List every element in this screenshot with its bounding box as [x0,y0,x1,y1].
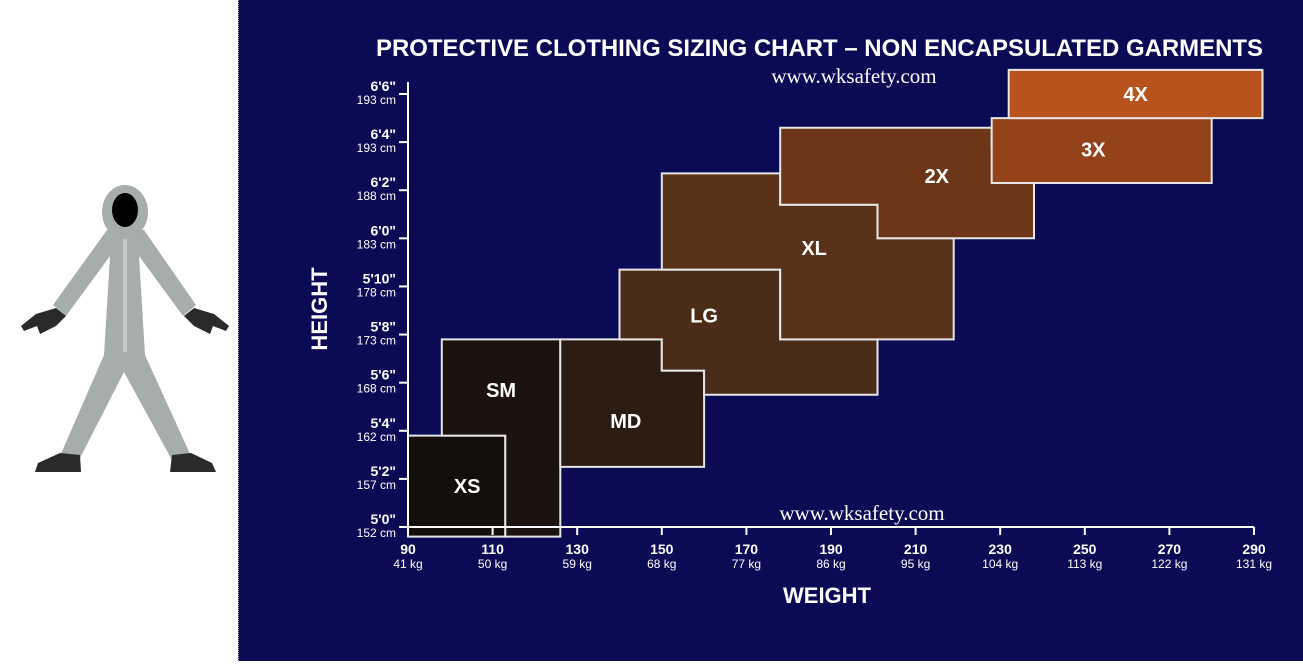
sizing-chart: PROTECTIVE CLOTHING SIZING CHART – NON E… [307,35,1272,608]
watermark-top: www.wksafety.com [771,64,936,88]
size-label-3x: 3X [1081,139,1106,161]
y-tick-sublabel: 183 cm [357,237,396,251]
right-boot [170,453,216,472]
watermark-bottom: www.wksafety.com [779,501,944,525]
x-tick-label: 110 [481,541,504,557]
x-tick-label: 210 [904,541,928,557]
y-tick-sublabel: 152 cm [357,526,396,540]
x-tick-label: 290 [1242,541,1266,557]
size-label-xl: XL [801,238,827,260]
size-region-4x [1007,68,1264,120]
y-tick-sublabel: 157 cm [357,478,396,492]
x-tick-sublabel: 59 kg [563,557,592,571]
left-glove [21,308,66,334]
chart-panel: PROTECTIVE CLOTHING SIZING CHART – NON E… [238,0,1303,661]
face-opening [112,193,138,227]
y-tick-label: 5'2" [370,463,396,479]
x-tick-label: 150 [650,541,674,557]
x-tick-label: 230 [989,541,1013,557]
x-tick-sublabel: 95 kg [901,557,930,571]
size-label-lg: LG [690,305,718,327]
size-regions: XS SM MD LG XL 2X 3X 4X [407,68,1264,538]
y-tick-label: 6'4" [370,126,396,142]
size-label-md: MD [610,411,641,433]
left-boot [35,453,81,472]
x-tick-sublabel: 68 kg [647,557,676,571]
y-tick-sublabel: 173 cm [357,334,396,348]
x-tick-sublabel: 77 kg [732,557,761,571]
y-tick-label: 6'2" [370,174,396,190]
y-tick-sublabel: 178 cm [357,285,396,299]
size-label-xs: XS [454,476,481,498]
x-tick-label: 90 [400,541,416,557]
x-tick-sublabel: 50 kg [478,557,507,571]
x-axis-label: WEIGHT [783,583,872,608]
x-tick-sublabel: 104 kg [982,557,1018,571]
y-tick-label: 6'6" [370,78,396,94]
y-tick-sublabel: 168 cm [357,382,396,396]
protective-suit-figure-icon [21,185,229,472]
y-tick-label: 5'4" [370,415,396,431]
x-tick-label: 190 [819,541,843,557]
y-tick-sublabel: 162 cm [357,430,396,444]
x-tick-sublabel: 131 kg [1236,557,1272,571]
x-tick-label: 250 [1073,541,1097,557]
size-label-sm: SM [486,380,516,402]
x-tick-label: 270 [1158,541,1182,557]
chart-title: PROTECTIVE CLOTHING SIZING CHART – NON E… [376,35,1263,62]
x-tick-sublabel: 41 kg [393,557,422,571]
y-tick-sublabel: 193 cm [357,93,396,107]
y-tick-label: 5'8" [370,319,396,335]
x-tick-sublabel: 86 kg [816,557,845,571]
y-tick-label: 5'0" [370,511,396,527]
y-axis-label: HEIGHT [307,267,332,351]
y-tick-label: 5'6" [370,367,396,383]
figure-panel [0,0,238,661]
x-tick-sublabel: 122 kg [1151,557,1187,571]
x-tick-sublabel: 113 kg [1067,557,1102,571]
right-glove [184,308,229,334]
x-tick-label: 170 [735,541,759,557]
y-tick-label: 5'10" [363,270,396,286]
size-region-sm [440,338,562,538]
y-tick-label: 6'0" [370,222,396,238]
size-label-2x: 2X [925,166,950,188]
x-tick-label: 130 [566,541,590,557]
y-tick-sublabel: 188 cm [357,189,396,203]
y-tick-sublabel: 193 cm [357,141,396,155]
size-label-4x: 4X [1123,84,1148,106]
